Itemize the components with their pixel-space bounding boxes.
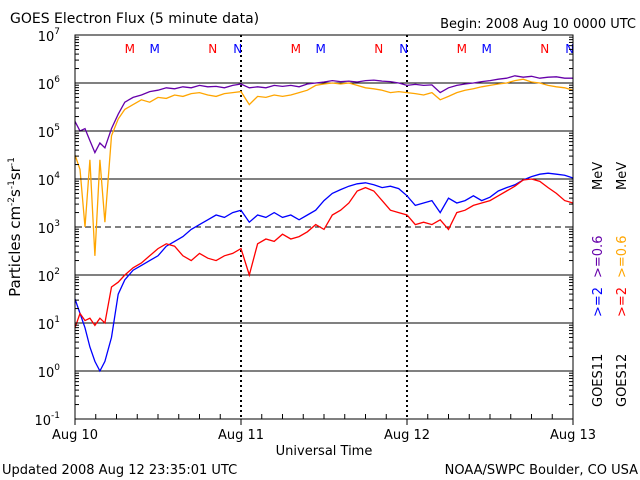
mn-marker-8: M: [457, 42, 467, 56]
series-line-2: [74, 75, 573, 155]
y-tick-label-3: 104: [38, 171, 61, 189]
y-label-part-3: sr: [6, 165, 24, 180]
legend-goes11-06mev: >=0.6: [591, 236, 606, 278]
y-tick-label-0: 107: [38, 27, 60, 45]
mn-marker-4: M: [291, 42, 301, 56]
mn-marker-10: N: [540, 42, 549, 56]
mn-marker-0: M: [125, 42, 135, 56]
updated-timestamp: Updated 2008 Aug 12 23:35:01 UTC: [2, 463, 237, 478]
series-line-3: [74, 78, 574, 256]
y-tick-label-1: 106: [38, 75, 61, 93]
y-tick-label-2: 105: [38, 123, 60, 141]
mn-marker-3: N: [233, 42, 242, 56]
x-tick-label-2: Aug 12: [384, 428, 430, 443]
legend-goes11-2mev: >=2: [591, 287, 606, 317]
mn-marker-1: M: [150, 42, 160, 56]
x-tick-label-3: Aug 13: [550, 428, 596, 443]
x-axis-label: Universal Time: [276, 444, 373, 459]
mn-marker-5: M: [316, 42, 326, 56]
y-tick-label-6: 101: [38, 315, 60, 333]
y-axis-label: Particles cm-2s-1sr-1: [6, 157, 24, 297]
chart-title: GOES Electron Flux (5 minute data): [10, 11, 259, 27]
mn-marker-2: N: [208, 42, 217, 56]
x-tick-label-1: Aug 11: [218, 428, 264, 443]
source-credit: NOAA/SWPC Boulder, CO USA: [445, 463, 638, 478]
y-label-exp-1: -2: [7, 197, 17, 206]
begin-label: Begin: 2008 Aug 10 0000 UTC: [440, 17, 636, 32]
y-tick-label-8: 10-1: [34, 411, 60, 429]
day-boundary-markers: [240, 35, 408, 419]
y-label-part-2: s: [6, 189, 24, 197]
gridlines: [75, 82, 573, 372]
y-tick-label-5: 102: [38, 267, 60, 285]
legend-mev-unit-2: MeV: [615, 162, 630, 190]
y-tick-label-4: 103: [38, 219, 60, 237]
y-label-exp-3: -1: [7, 157, 17, 166]
mn-marker-7: N: [399, 42, 408, 56]
legend-goes12-06mev: >=0.6: [615, 236, 630, 278]
x-axis-ticks: Aug 10 Aug 11 Aug 12 Aug 13: [52, 414, 596, 443]
series-line-0: [74, 172, 574, 373]
y-label-exp-2: -1: [7, 180, 17, 189]
legend-goes12: GOES12: [615, 354, 630, 407]
mn-marker-6: N: [374, 42, 383, 56]
legend: >=2 >=0.6 MeV >=2 >=0.6 MeV GOES11 GOES1…: [591, 162, 630, 407]
y-tick-label-7: 100: [38, 363, 61, 381]
mn-marker-9: M: [482, 42, 492, 56]
x-tick-label-0: Aug 10: [52, 428, 98, 443]
legend-mev-unit-1: MeV: [591, 162, 606, 190]
y-axis-ticks: 107 106 105 104 103 102 101 100 10-1: [34, 27, 573, 429]
data-series: [74, 75, 574, 373]
series-line-1: [74, 178, 574, 329]
y-label-part-1: Particles cm: [6, 206, 24, 297]
legend-goes12-2mev: >=2: [615, 287, 630, 317]
legend-goes11: GOES11: [591, 354, 606, 407]
